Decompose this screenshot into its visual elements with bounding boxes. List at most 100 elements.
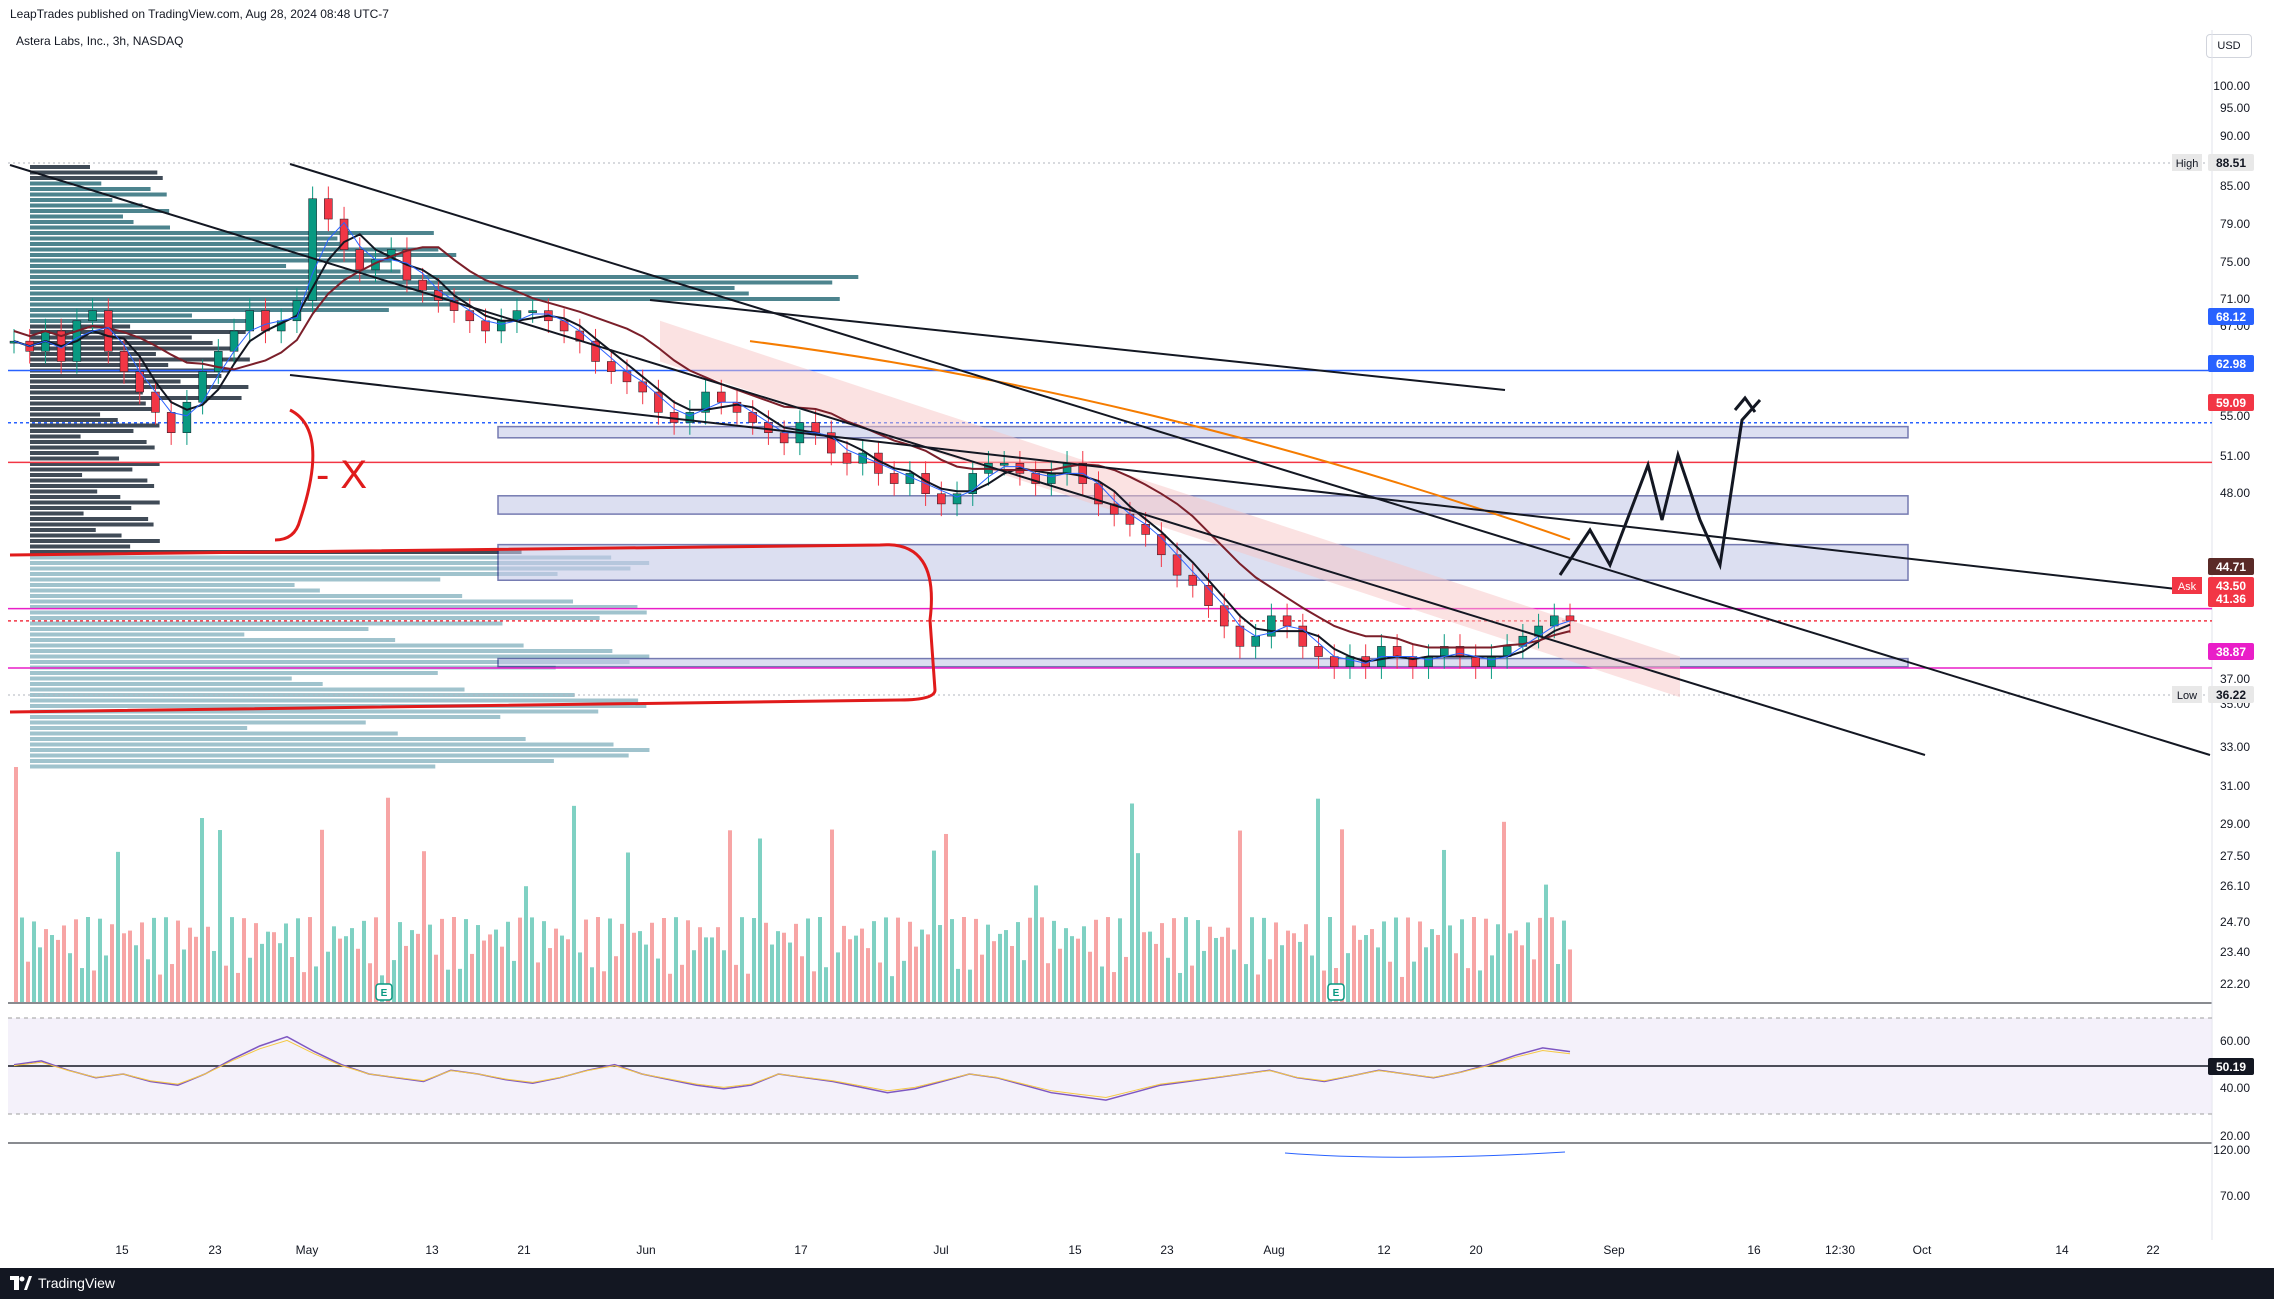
volume-profile-bar <box>30 522 154 527</box>
candle-body <box>496 320 506 332</box>
volume-bar <box>230 917 234 1002</box>
time-axis-tick: 17 <box>794 1243 808 1257</box>
volume-bar <box>1556 963 1560 1002</box>
volume-axis-tick: 29.00 <box>2220 817 2250 831</box>
volume-profile-bar <box>30 561 650 565</box>
volume-bar <box>146 959 150 1002</box>
price-label-value: 62.98 <box>2216 357 2246 371</box>
volume-profile-bar <box>30 363 169 367</box>
volume-profile-bar <box>30 594 463 598</box>
volume-bar <box>1274 922 1278 1002</box>
volume-profile-bar <box>30 583 295 587</box>
lower-axis-tick: 120.00 <box>2213 1143 2250 1157</box>
volume-profile-bar <box>30 511 84 516</box>
volume-bar <box>794 923 798 1002</box>
volume-bar <box>842 925 846 1002</box>
volume-bar <box>1094 919 1098 1002</box>
volume-profile-bar <box>30 495 121 499</box>
volume-profile-bar <box>30 616 600 620</box>
volume-axis-tick: 26.10 <box>2220 879 2250 893</box>
volume-profile-bar <box>30 473 83 477</box>
volume-bar <box>134 945 138 1002</box>
volume-bar <box>278 943 282 1002</box>
volume-profile-bar <box>30 610 647 615</box>
volume-profile-bar <box>30 489 98 494</box>
volume-bar <box>800 956 804 1002</box>
volume-bar <box>260 943 264 1002</box>
volume-axis-tick: 22.20 <box>2220 977 2250 991</box>
volume-bar <box>1364 935 1368 1002</box>
published-caption: LeapTrades published on TradingView.com,… <box>10 7 389 21</box>
trendline <box>289 374 2186 591</box>
volume-profile-bar <box>30 731 398 736</box>
volume-bar <box>56 939 60 1002</box>
price-axis-tick: 33.00 <box>2220 740 2250 754</box>
volume-bar <box>266 931 270 1002</box>
volume-profile-bar <box>30 330 246 334</box>
candle-body <box>292 300 302 322</box>
price-chart[interactable]: - X 100.00 95.00 90.00 85.00 79.00 75.00 71.00 6… <box>0 0 2274 1268</box>
volume-profile-bar <box>30 539 160 543</box>
time-axis-tick: 21 <box>517 1243 531 1257</box>
volume-bar <box>644 944 648 1002</box>
volume-bar <box>386 797 390 1002</box>
volume-bar <box>518 917 522 1002</box>
volume-bar <box>860 928 864 1002</box>
candle-body <box>811 422 820 433</box>
price-label-value: 59.09 <box>2216 396 2246 410</box>
volume-profile-bar <box>30 577 441 582</box>
tradingview-logo[interactable]: TradingView <box>10 1275 115 1291</box>
volume-profile-bar <box>30 517 149 521</box>
volume-bar <box>1064 928 1068 1002</box>
volume-bar <box>608 918 612 1002</box>
price-label-badge <box>2208 355 2254 372</box>
volume-bar <box>632 932 636 1002</box>
candle-body <box>1267 615 1276 637</box>
volume-bar <box>836 952 840 1002</box>
volume-bar <box>1454 953 1458 1002</box>
candle-body <box>1141 524 1150 535</box>
volume-bar <box>560 935 564 1002</box>
volume-bar <box>452 917 456 1002</box>
volume-bar <box>1202 950 1206 1002</box>
volume-bar <box>1496 924 1500 1002</box>
volume-bar <box>356 948 360 1002</box>
candle-body <box>418 279 427 291</box>
candle-body <box>999 462 1009 466</box>
volume-profile-bar <box>30 319 246 323</box>
volume-bar <box>1418 921 1422 1002</box>
price-tag-badge <box>2172 154 2202 171</box>
volume-profile-bar <box>30 605 638 609</box>
currency-button[interactable]: USD <box>2206 34 2252 58</box>
volume-bar <box>506 921 510 1002</box>
volume-bar <box>224 965 228 1002</box>
candle-body <box>308 198 317 301</box>
volume-bar <box>200 818 204 1002</box>
volume-bar <box>1286 930 1290 1002</box>
volume-bar <box>1022 960 1026 1002</box>
volume-bar <box>1448 925 1452 1002</box>
volume-profile-bar <box>30 286 735 290</box>
volume-profile-bar <box>30 423 160 428</box>
volume-bar <box>524 886 528 1002</box>
candle-body <box>1282 615 1292 627</box>
volume-profile-bar <box>30 462 160 466</box>
volume-bar <box>464 919 468 1002</box>
volume-bar <box>938 925 942 1002</box>
volume-profile-bar <box>30 418 118 422</box>
volume-profile-bar <box>30 544 131 549</box>
volume-bar <box>1412 961 1416 1002</box>
volume-bar <box>110 924 114 1002</box>
volume-bar <box>170 964 174 1002</box>
volume-bar <box>302 972 306 1002</box>
volume-bar <box>530 917 534 1002</box>
volume-profile-bar <box>30 627 369 631</box>
volume-bar <box>86 917 90 1002</box>
volume-bar <box>122 933 126 1002</box>
volume-bar <box>1040 917 1044 1002</box>
volume-bar <box>1238 830 1242 1002</box>
volume-profile-bar <box>30 451 99 455</box>
volume-profile-bar <box>30 704 647 708</box>
volume-bar <box>728 830 732 1002</box>
volume-bar <box>902 960 906 1002</box>
